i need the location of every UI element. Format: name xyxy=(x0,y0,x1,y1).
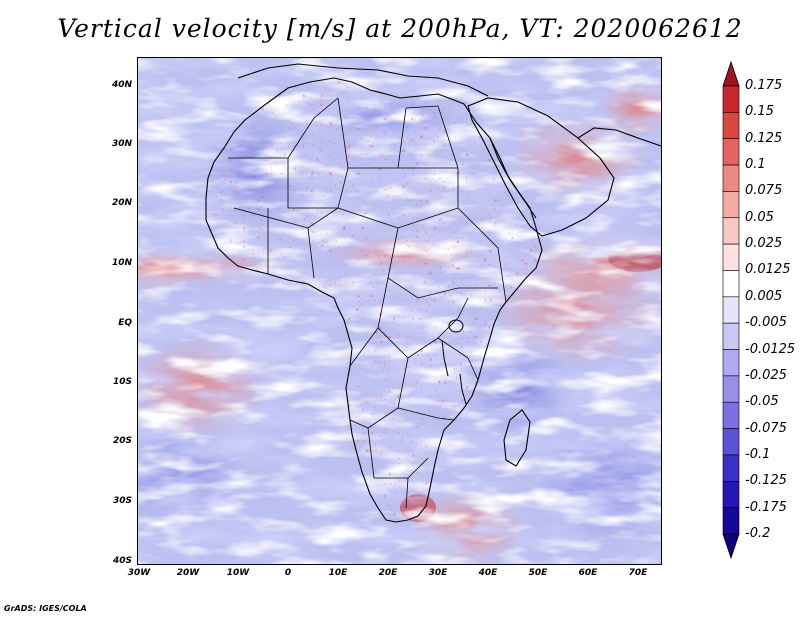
colorbar-swatch xyxy=(722,401,740,429)
lake-malawi xyxy=(459,373,467,405)
colorbar-label: 0.075 xyxy=(745,183,783,199)
madagascar-coastline xyxy=(503,409,531,467)
lake-victoria xyxy=(448,319,464,333)
colorbar-label: 0.125 xyxy=(745,130,783,146)
lat-label-eq: EQ xyxy=(118,318,132,328)
colorbar-swatch xyxy=(722,217,740,245)
colorbar-swatch xyxy=(722,480,740,508)
colorbar-swatch xyxy=(722,164,740,192)
lat-label-20n: 20N xyxy=(111,198,132,208)
lat-label-40n: 40N xyxy=(111,80,132,90)
lat-label-30s: 30S xyxy=(112,496,132,506)
colorbar-swatch xyxy=(722,191,740,219)
country-borders xyxy=(228,97,507,509)
colorbar-swatch xyxy=(722,270,740,298)
lake-tanganyika xyxy=(441,339,449,377)
colorbar-swatch xyxy=(722,85,740,113)
colorbar-swatch xyxy=(722,138,740,166)
colorbar-label: 0.1 xyxy=(745,157,766,173)
persian-gulf-coast xyxy=(577,127,661,147)
colorbar-label: -0.125 xyxy=(745,473,787,489)
vertical-velocity-map xyxy=(138,58,661,564)
africa-coastline xyxy=(205,77,543,523)
lat-label-10n: 10N xyxy=(111,258,132,268)
lon-label-10e: 10E xyxy=(328,568,348,578)
europe-coastline xyxy=(237,63,489,97)
lon-label-70e: 70E xyxy=(628,568,648,578)
map-title: Vertical velocity [m/s] at 200hPa, VT: 2… xyxy=(57,14,743,43)
colorbar-swatch xyxy=(722,243,740,271)
map-panel xyxy=(137,57,662,565)
red-sea-coast xyxy=(489,137,537,219)
colorbar-label: 0.175 xyxy=(745,78,783,93)
lon-label-60e: 60E xyxy=(578,568,598,578)
colorbar-swatch xyxy=(722,428,740,456)
coastlines xyxy=(205,63,661,523)
colorbar-label: -0.175 xyxy=(745,499,787,515)
colorbar-label: 0.15 xyxy=(745,104,774,120)
lakes xyxy=(441,319,467,405)
lat-label-10s: 10S xyxy=(112,377,132,387)
colorbar-swatch xyxy=(722,112,740,140)
colorbar-label: 0.05 xyxy=(745,209,774,225)
colorbar-label: -0.075 xyxy=(745,420,787,436)
colorbar-label: -0.025 xyxy=(745,367,787,383)
lon-label-0: 0 xyxy=(284,568,292,578)
lon-label-10w: 10W xyxy=(226,568,250,578)
colorbar-label: -0.05 xyxy=(745,394,779,410)
colorbar-swatch xyxy=(722,322,740,350)
colorbar-swatch xyxy=(722,375,740,403)
lat-label-40s: 40S xyxy=(112,556,132,566)
lon-label-20e: 20E xyxy=(378,568,398,578)
colorbar-label: 0.005 xyxy=(745,288,783,304)
colorbar-swatch xyxy=(722,454,740,482)
colorbar-label: 0.025 xyxy=(745,236,783,252)
colorbar-label: -0.1 xyxy=(745,446,771,462)
lon-label-50e: 50E xyxy=(528,568,548,578)
grads-credit: GrADS: IGES/COLA xyxy=(4,604,87,613)
lat-label-30n: 30N xyxy=(111,139,132,149)
colorbar-min-arrow xyxy=(722,533,740,560)
colorbar-label: 0.0125 xyxy=(745,262,791,278)
colorbar xyxy=(722,60,740,560)
colorbar-label: -0.005 xyxy=(745,315,787,331)
lon-label-20w: 20W xyxy=(176,568,200,578)
colorbar-swatch xyxy=(722,507,740,535)
lon-label-40e: 40E xyxy=(478,568,498,578)
arabia-coastline xyxy=(467,97,615,237)
colorbar-swatch xyxy=(722,349,740,377)
lat-label-20s: 20S xyxy=(112,436,132,446)
colorbar-swatch xyxy=(722,296,740,324)
lon-label-30w: 30W xyxy=(127,568,151,578)
colorbar-label: -0.0125 xyxy=(745,341,796,357)
lon-label-30e: 30E xyxy=(428,568,448,578)
colorbar-max-arrow xyxy=(722,60,740,87)
colorbar-label: -0.2 xyxy=(745,526,771,541)
